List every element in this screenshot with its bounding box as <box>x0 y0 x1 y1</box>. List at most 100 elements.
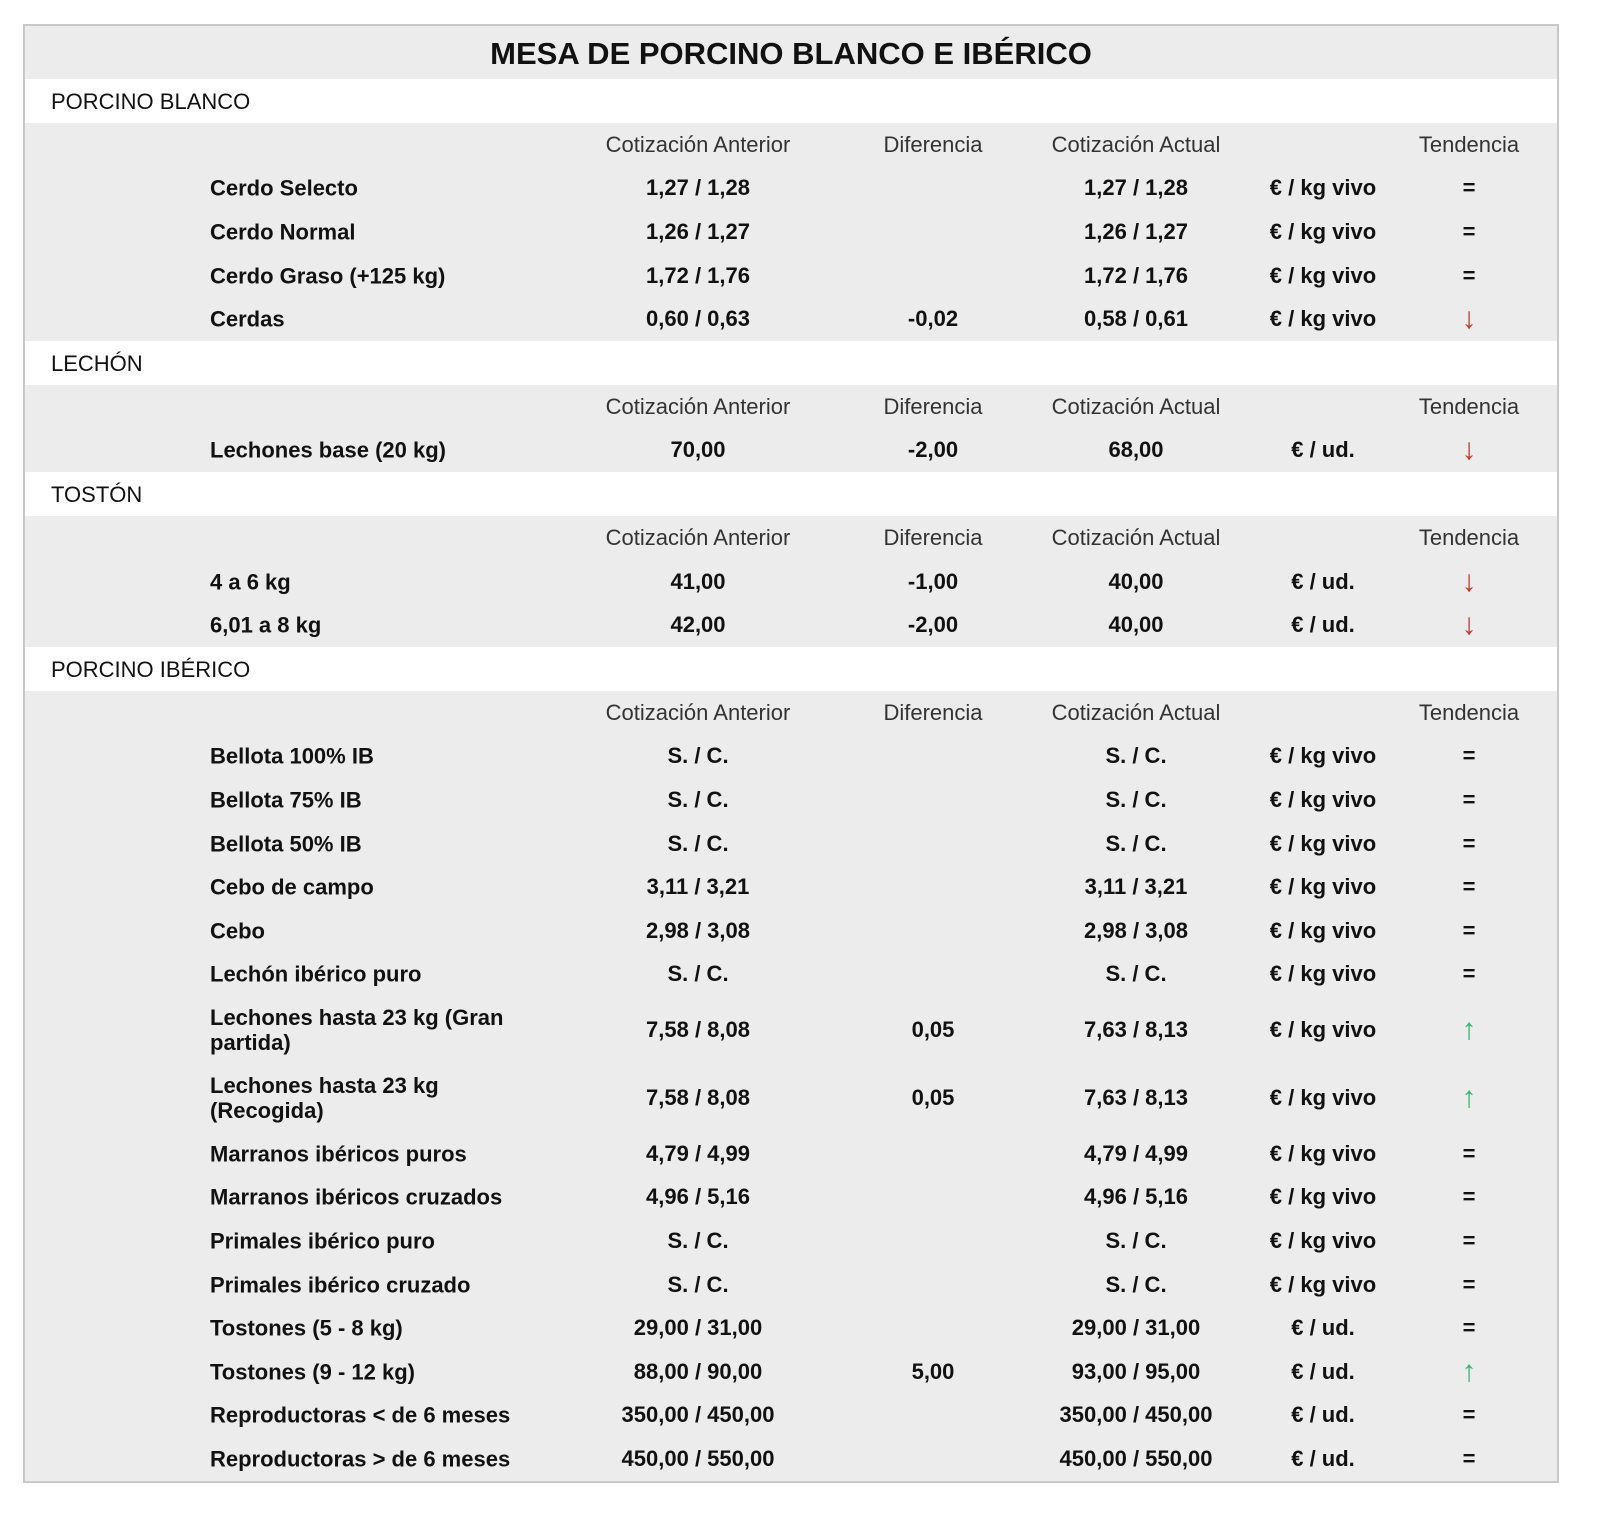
price-difference: 5,00 <box>911 1358 955 1384</box>
product-label: 4 a 6 kg <box>210 569 291 595</box>
trend-equal: = <box>1462 874 1476 900</box>
column-header: Cotización Actual <box>1051 699 1221 725</box>
price-unit: € / kg vivo <box>1269 1228 1377 1254</box>
table-row: Bellota 75% IB S. / C. S. / C. € / kg vivo = <box>25 778 1557 822</box>
table-row: Primales ibérico cruzado S. / C. S. / C. € … <box>25 1263 1557 1307</box>
column-header: Cotización Anterior <box>605 524 791 550</box>
previous-price: 4,79 / 4,99 <box>646 1140 750 1166</box>
table-row: Lechones hasta 23 kg (Gran partida) 7,58 … <box>25 996 1557 1064</box>
price-unit: € / kg vivo <box>1269 786 1377 812</box>
previous-price: 1,72 / 1,76 <box>646 262 750 288</box>
trend-equal: = <box>1462 262 1476 288</box>
price-unit: € / kg vivo <box>1269 306 1377 332</box>
arrow-down-icon: ↓ <box>1461 302 1477 336</box>
table-row: Cerdo Normal 1,26 / 1,27 1,26 / 1,27 € / kg… <box>25 210 1557 254</box>
current-price: 40,00 <box>1108 612 1164 638</box>
trend-equal: = <box>1462 175 1476 201</box>
previous-price: 2,98 / 3,08 <box>646 917 750 943</box>
table-row: Reproductoras < de 6 meses 350,00 / 450,0… <box>25 1394 1557 1438</box>
price-unit: € / kg vivo <box>1269 961 1377 987</box>
column-header: Diferencia <box>883 524 983 550</box>
trend-equal: = <box>1462 218 1476 244</box>
previous-price: 1,26 / 1,27 <box>646 218 750 244</box>
price-unit: € / kg vivo <box>1269 830 1377 856</box>
arrow-down-icon: ↓ <box>1461 433 1477 467</box>
previous-price: 0,60 / 0,63 <box>646 306 750 332</box>
current-price: S. / C. <box>1105 743 1167 769</box>
trend-equal: = <box>1462 1402 1476 1428</box>
current-price: 7,63 / 8,13 <box>1084 1017 1188 1043</box>
previous-price: 29,00 / 31,00 <box>633 1315 763 1341</box>
previous-price: 350,00 / 450,00 <box>621 1402 775 1428</box>
price-unit: € / kg vivo <box>1269 874 1377 900</box>
table-row: Reproductoras > de 6 meses 450,00 / 550,0… <box>25 1437 1557 1481</box>
current-price: 350,00 / 450,00 <box>1059 1402 1213 1428</box>
table-row: Tostones (9 - 12 kg) 88,00 / 90,00 5,00 93,… <box>25 1350 1557 1394</box>
trend-equal: = <box>1462 1140 1476 1166</box>
price-difference: -2,00 <box>907 437 959 463</box>
trend-equal: = <box>1462 830 1476 856</box>
product-label: Bellota 75% IB <box>210 787 362 813</box>
column-header: Tendencia <box>1418 524 1520 550</box>
arrow-up-icon: ↑ <box>1461 1081 1477 1115</box>
product-label: Lechones base (20 kg) <box>210 437 446 463</box>
table-row: Lechones hasta 23 kg (Recogida) 7,58 / 8,… <box>25 1064 1557 1132</box>
product-label: Marranos ibéricos cruzados <box>210 1184 503 1210</box>
price-unit: € / ud. <box>1291 1402 1355 1428</box>
column-header: Cotización Anterior <box>605 131 791 157</box>
price-unit: € / ud. <box>1291 1358 1355 1384</box>
product-label: Cebo <box>210 918 265 944</box>
price-difference: -0,02 <box>907 306 959 332</box>
table-row: Cerdo Graso (+125 kg) 1,72 / 1,76 1,72 / 1… <box>25 254 1557 298</box>
product-label: Cerdas <box>210 306 285 332</box>
section-title: LECHÓN <box>25 340 1557 385</box>
column-header: Diferencia <box>883 131 983 157</box>
product-label: Lechones hasta 23 kg (Gran partida) <box>210 1005 504 1056</box>
price-unit: € / kg vivo <box>1269 1085 1377 1111</box>
previous-price: 3,11 / 3,21 <box>646 874 750 900</box>
product-label: Lechones hasta 23 kg (Recogida) <box>210 1073 439 1124</box>
current-price: 0,58 / 0,61 <box>1084 306 1188 332</box>
current-price: S. / C. <box>1105 830 1167 856</box>
current-price: 29,00 / 31,00 <box>1071 1315 1201 1341</box>
table-row: Lechones base (20 kg) 70,00 -2,00 68,00 € / … <box>25 429 1557 473</box>
table-row: 6,01 a 8 kg 42,00 -2,00 40,00 € / ud. ↓ <box>25 603 1557 647</box>
trend-equal: = <box>1462 1271 1476 1297</box>
trend-equal: = <box>1462 743 1476 769</box>
table-row: Cebo 2,98 / 3,08 2,98 / 3,08 € / kg vivo = <box>25 909 1557 953</box>
product-label: Marranos ibéricos puros <box>210 1141 467 1167</box>
price-unit: € / kg vivo <box>1269 1140 1377 1166</box>
current-price: 1,27 / 1,28 <box>1084 175 1188 201</box>
previous-price: S. / C. <box>667 830 729 856</box>
price-unit: € / ud. <box>1291 1446 1355 1472</box>
trend-equal: = <box>1462 1446 1476 1472</box>
product-label: Cerdo Normal <box>210 219 356 245</box>
price-unit: € / kg vivo <box>1269 1184 1377 1210</box>
header-row: Cotización Anterior Diferencia Cotización … <box>25 691 1557 735</box>
previous-price: 1,27 / 1,28 <box>646 175 750 201</box>
previous-price: 88,00 / 90,00 <box>633 1358 763 1384</box>
price-unit: € / ud. <box>1291 612 1355 638</box>
current-price: 3,11 / 3,21 <box>1084 874 1188 900</box>
arrow-down-icon: ↓ <box>1461 564 1477 598</box>
table-row: Bellota 50% IB S. / C. S. / C. € / kg vivo = <box>25 822 1557 866</box>
table-row: Lechón ibérico puro S. / C. S. / C. € / kg … <box>25 953 1557 997</box>
previous-price: S. / C. <box>667 743 729 769</box>
previous-price: S. / C. <box>667 961 729 987</box>
table-row: Bellota 100% IB S. / C. S. / C. € / kg vivo… <box>25 735 1557 779</box>
arrow-up-icon: ↑ <box>1461 1013 1477 1047</box>
current-price: 450,00 / 550,00 <box>1059 1446 1213 1472</box>
trend-equal: = <box>1462 1228 1476 1254</box>
price-unit: € / kg vivo <box>1269 175 1377 201</box>
trend-equal: = <box>1462 1184 1476 1210</box>
price-unit: € / kg vivo <box>1269 1017 1377 1043</box>
product-label: Tostones (9 - 12 kg) <box>210 1359 415 1385</box>
previous-price: 7,58 / 8,08 <box>646 1085 750 1111</box>
previous-price: 450,00 / 550,00 <box>621 1446 775 1472</box>
table-row: Primales ibérico puro S. / C. S. / C. € / k… <box>25 1219 1557 1263</box>
current-price: 4,79 / 4,99 <box>1084 1140 1188 1166</box>
current-price: S. / C. <box>1105 1228 1167 1254</box>
price-unit: € / ud. <box>1291 568 1355 594</box>
previous-price: 7,58 / 8,08 <box>646 1017 750 1043</box>
header-row: Cotización Anterior Diferencia Cotización … <box>25 385 1557 429</box>
